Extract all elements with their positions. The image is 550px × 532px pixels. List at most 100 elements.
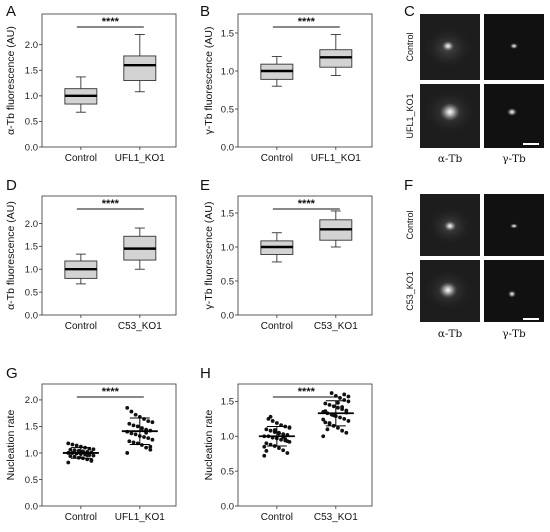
data-point [325,427,330,432]
x-tick-label: Control [65,153,97,164]
data-point [85,453,90,457]
micrograph-c-col-label: γ-Tb [502,153,526,165]
micrograph-f-col-label: γ-Tb [502,328,526,340]
data-point [142,435,146,439]
data-point [264,449,269,453]
significance-label: **** [298,16,316,28]
data-point [336,426,340,430]
data-point [70,442,75,447]
data-point [272,428,277,432]
data-point [336,405,340,410]
data-point [135,424,140,429]
scale-bar [523,143,539,145]
data-point [281,432,286,437]
chart-a: 0.0 0.5 1.0 1.5 2.0 α-Tb fluorescence (AU) Con… [5,13,177,164]
data-point [262,453,267,458]
data-point [264,427,269,432]
y-axis-label: γ-Tb fluorescence (AU) [203,27,215,135]
data-point [72,454,77,459]
data-point [268,428,273,433]
panel-letter-b: B [200,3,210,20]
data-point [338,415,342,420]
significance-label: **** [298,198,316,210]
x-tick-label: Control [65,321,97,332]
plot-frame [41,383,177,507]
data-point [268,414,273,419]
plot-frame [237,195,373,316]
panel-letter-g: G [6,365,18,382]
data-point [146,436,151,441]
x-tick-label: C53_KO1 [118,321,162,332]
data-point [91,453,96,458]
y-tick-label: 1.5 [221,208,234,219]
data-point [333,393,338,398]
panel-letter-a: A [6,3,16,20]
data-point [146,419,151,424]
data-point [321,434,326,439]
y-tick-label: 1.5 [25,66,38,77]
y-tick-label: 0.5 [221,466,234,477]
data-point [285,451,290,455]
x-tick-label: Control [261,153,293,164]
micrograph-f-col-label: α-Tb [438,328,463,340]
data-point [264,441,269,446]
data-point [148,447,153,452]
data-point [331,404,336,409]
plot-frame [237,13,373,148]
micrograph-c-row-label: UFL1_KO1 [405,93,415,138]
x-tick-label: C53_KO1 [314,512,358,523]
y-axis-label: α-Tb fluorescence (AU) [5,201,17,310]
data-point [323,401,328,406]
x-tick-label: UFL1_KO1 [311,153,361,164]
scale-bar [523,318,539,320]
data-point [321,417,326,422]
micrograph-f: Control C53_KO1 α-Tb γ-Tb [405,194,544,340]
y-tick-label: 1.5 [221,397,234,408]
panel-letter-d: D [6,177,17,194]
data-point [129,409,134,414]
y-tick-label: 2.0 [25,219,38,230]
data-point [91,447,96,452]
data-point [140,426,144,431]
chart-b: 0.0 0.5 1.0 1.5 γ-Tb fluorescence (AU) Contro… [203,13,373,164]
data-point [329,391,334,395]
x-tick-label: C53_KO1 [314,321,358,332]
data-point [150,437,155,442]
data-point [327,421,332,425]
y-tick-label: 0.0 [25,310,38,321]
y-tick-label: 0.0 [25,501,38,512]
plot-frame [41,13,177,148]
chart-e: 0.0 0.5 1.0 1.5 γ-Tb fluorescence (AU) Contro… [203,195,373,332]
x-tick-label: Control [261,512,293,523]
data-point [68,454,73,459]
data-point [76,448,81,453]
micrograph-c-col-label: α-Tb [438,153,463,165]
x-tick-label: UFL1_KO1 [115,512,165,523]
y-tick-label: 0.5 [221,276,234,287]
y-tick-label: 1.5 [221,28,234,39]
data-point [331,413,336,418]
significance-label: **** [102,16,120,28]
micrograph-c-row-label: Control [405,32,415,61]
data-point [144,445,149,450]
data-point [340,405,345,409]
data-point [76,455,81,460]
data-point [336,400,340,405]
data-point [74,443,79,448]
data-point [338,396,342,400]
micrograph-c-ko-gamma [484,84,544,148]
micrograph-f-row-label: C53_KO1 [405,271,415,311]
data-point [340,428,345,433]
data-point [270,419,275,423]
data-point [287,425,292,430]
data-point [346,419,351,423]
data-point [344,430,349,435]
data-point [125,405,130,410]
y-tick-label: 1.5 [25,242,38,253]
y-tick-label: 1.0 [25,91,38,102]
data-point [131,423,136,428]
y-tick-label: 0.0 [221,501,234,512]
data-point [277,431,281,436]
y-tick-label: 1.5 [25,422,38,433]
y-tick-label: 1.0 [221,432,234,443]
